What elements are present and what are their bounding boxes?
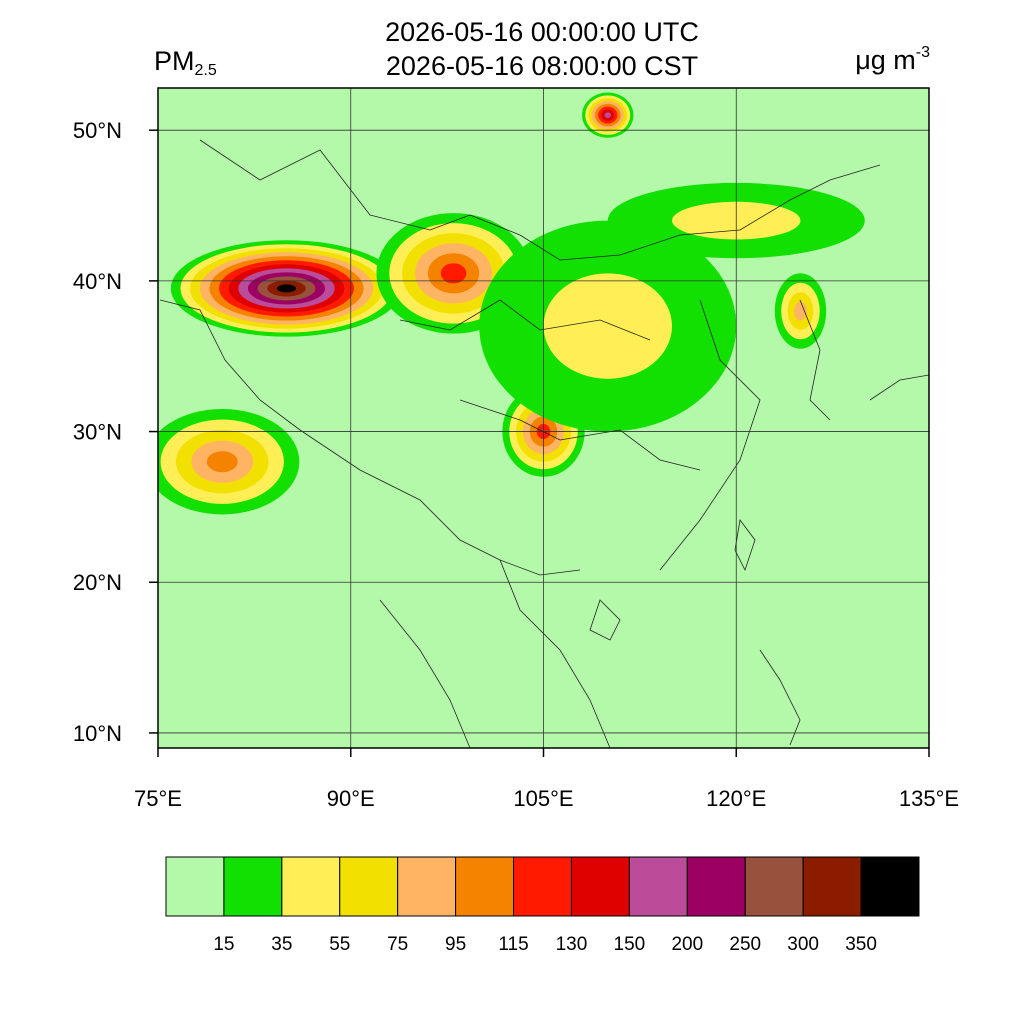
title-local: 2026-05-16 08:00:00 CST	[385, 51, 699, 81]
border-line	[159, 299, 581, 576]
colorbar-swatch	[397, 856, 457, 917]
colorbar-label: 55	[329, 934, 350, 955]
concentration-contour	[543, 273, 672, 379]
border-line	[399, 299, 651, 341]
colorbar-swatch	[802, 856, 862, 917]
colorbar-label: 95	[445, 934, 466, 955]
colorbar-label: 350	[845, 934, 877, 955]
colorbar-label: 200	[671, 934, 703, 955]
axis-ticks: 75°E 90°E 105°E 120°E 135°E 10°N 20°N 30°N 40°N 5…	[73, 118, 959, 811]
colorbar-label: 130	[556, 934, 588, 955]
colorbar-label: 75	[387, 934, 408, 955]
concentration-contour	[794, 301, 807, 321]
concentration-contour	[276, 284, 297, 293]
lat-tick-label: 50°N	[73, 118, 122, 143]
colorbar-swatch	[570, 856, 630, 917]
units-exponent: -3	[915, 44, 930, 61]
border-line	[869, 374, 929, 401]
border-line	[499, 559, 611, 748]
border-line	[459, 399, 701, 471]
border-line	[659, 299, 761, 571]
lon-tick-label: 105°E	[513, 786, 573, 811]
colorbar-swatch	[455, 856, 515, 917]
lon-tick-label: 120°E	[706, 786, 766, 811]
colorbar-swatch	[281, 856, 341, 917]
concentration-contour	[604, 112, 611, 118]
colorbar-label: 250	[729, 934, 761, 955]
colorbar-swatch	[744, 856, 804, 917]
colorbar-label: 15	[213, 934, 234, 955]
title-utc: 2026-05-16 00:00:00 UTC	[385, 17, 699, 47]
variable-subscript: 2.5	[194, 62, 217, 79]
lat-tick-label: 40°N	[73, 269, 122, 294]
colorbar-label: 150	[614, 934, 646, 955]
lon-tick-label: 75°E	[134, 786, 182, 811]
lon-tick-label: 135°E	[899, 786, 959, 811]
lat-tick-label: 10°N	[73, 721, 122, 746]
colorbar-label: 300	[787, 934, 819, 955]
border-line	[759, 649, 801, 746]
border-line	[379, 599, 471, 748]
colorbar-swatch	[339, 856, 399, 917]
variable-label: PM2.5	[154, 46, 217, 80]
border-line	[589, 599, 621, 641]
variable-name: PM	[154, 46, 195, 76]
colorbar: 15 35 55 75 95 115 130 150 200 250 300 350	[165, 856, 920, 955]
colorbar-label: 115	[498, 934, 528, 955]
colorbar-swatch	[165, 856, 225, 917]
colorbar-swatch	[860, 856, 920, 917]
concentration-field	[158, 88, 929, 748]
colorbar-swatch	[513, 856, 572, 917]
lon-tick-label: 90°E	[327, 786, 375, 811]
lat-tick-label: 20°N	[73, 570, 122, 595]
colorbar-swatch	[686, 856, 746, 917]
border-line	[799, 299, 831, 421]
units-base: μg m	[855, 45, 916, 75]
colorbar-swatch	[628, 856, 688, 917]
colorbar-swatch	[223, 856, 283, 917]
concentration-contour	[440, 263, 467, 284]
country-borders	[159, 139, 929, 748]
units-label: μg m-3	[855, 44, 930, 76]
border-line	[199, 139, 881, 261]
concentration-contour	[206, 451, 238, 473]
lat-tick-label: 30°N	[73, 420, 122, 445]
border-line	[734, 519, 756, 572]
colorbar-label: 35	[271, 934, 292, 955]
